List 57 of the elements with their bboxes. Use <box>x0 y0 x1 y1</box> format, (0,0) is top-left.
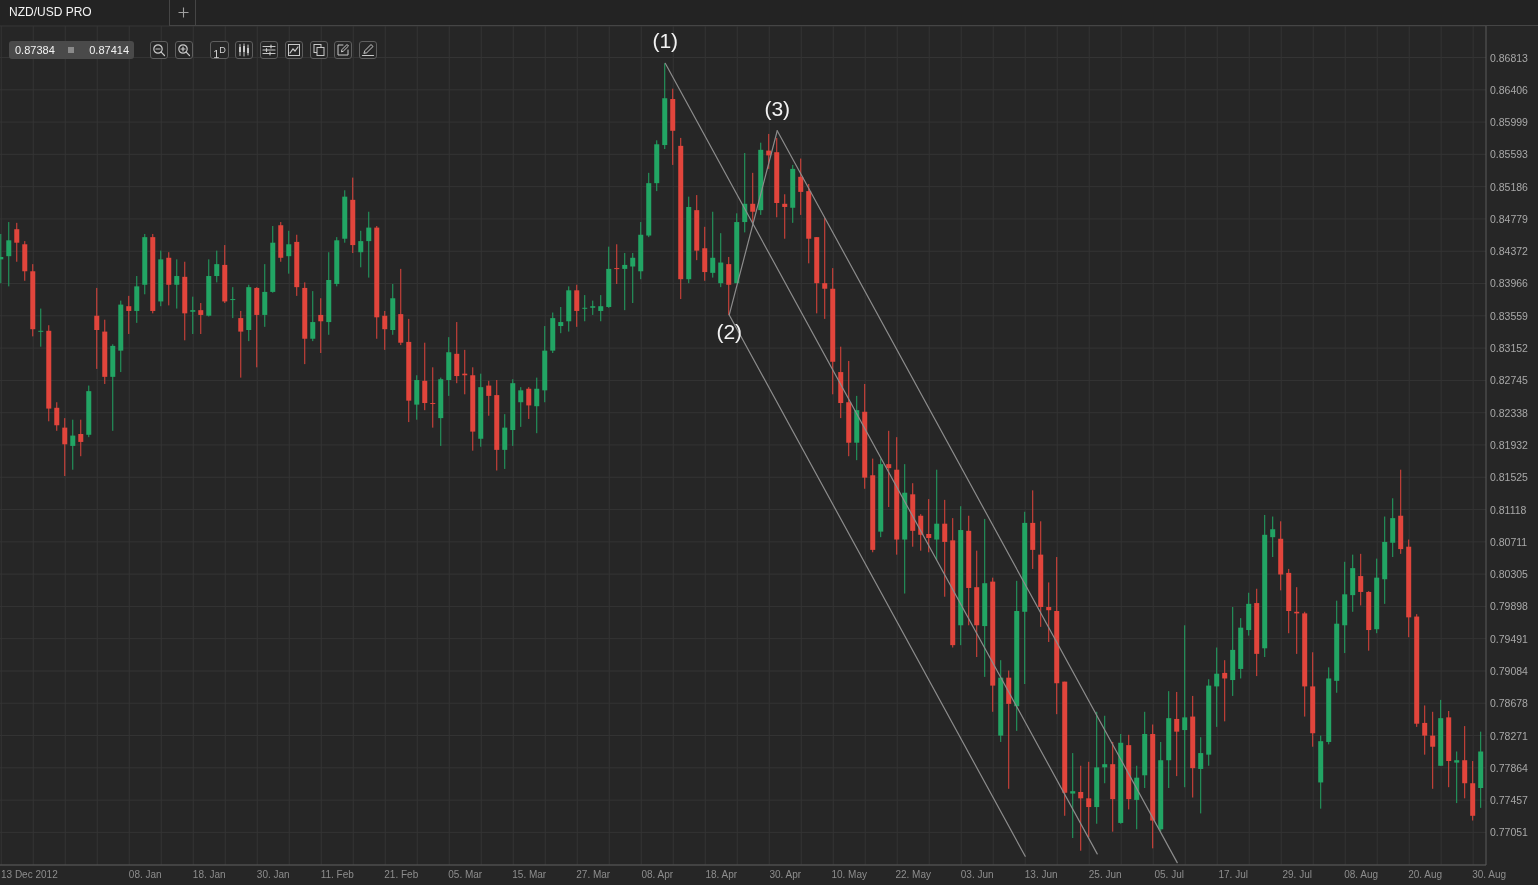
y-tick-label: 0.83152 <box>1490 342 1529 355</box>
x-tick-label: 08. Jan <box>128 869 162 880</box>
y-tick-label: 0.83559 <box>1490 309 1529 322</box>
x-tick-label: 29. Jul <box>1282 869 1312 880</box>
y-tick-label: 0.85999 <box>1490 116 1529 129</box>
x-tick-label: 15. Mar <box>512 869 547 880</box>
y-tick-label: 0.81118 <box>1490 503 1527 516</box>
y-tick-label: 0.79491 <box>1490 632 1529 645</box>
y-tick-label: 0.82745 <box>1490 374 1529 387</box>
x-tick-label: 03. Jun <box>960 869 994 880</box>
y-tick-label: 0.86813 <box>1490 51 1529 64</box>
x-tick-label: 18. Apr <box>705 869 738 880</box>
x-tick-label: 21. Feb <box>384 869 419 880</box>
x-tick-label: 30. Jan <box>256 869 290 880</box>
y-tick-label: 0.80711 <box>1490 535 1528 548</box>
text: 13 Dec 2012 <box>1 869 58 881</box>
annotation: 0.87414 <box>89 43 129 58</box>
x-tick-label: 25. Jun <box>1088 869 1122 880</box>
period-button: 1$^{D}$ <box>210 41 229 59</box>
x-tick-label: 05. Mar <box>448 869 483 880</box>
y-tick-label: 0.79898 <box>1490 600 1529 613</box>
x-tick-label: 22. May <box>895 869 932 880</box>
x-tick-label: 27. Mar <box>576 869 611 880</box>
y-tick-label: 0.79084 <box>1490 665 1529 678</box>
x-tick-label: 13. Jun <box>1024 869 1058 880</box>
price-box: 0.87384 0.87414 <box>9 41 134 59</box>
x-tick-label: 30. Apr <box>769 869 802 880</box>
x-tick-label: 10. May <box>831 869 868 880</box>
x-tick-label: 08. Apr <box>641 869 674 880</box>
x-tick-label: 17. Jul <box>1218 869 1248 880</box>
y-tick-label: 0.84372 <box>1490 245 1529 258</box>
y-tick-label: 0.86406 <box>1490 83 1529 96</box>
y-tick-label: 0.77051 <box>1490 826 1529 839</box>
annotation: (3) <box>763 95 792 122</box>
y-tick-label: 0.77457 <box>1490 794 1529 807</box>
annotation: 0.87384 <box>15 43 55 58</box>
y-tick-label: 0.80305 <box>1490 568 1529 581</box>
annotation: (2) <box>715 318 744 345</box>
x-tick-label: 08. Aug <box>1344 869 1379 880</box>
y-tick-label: 0.85593 <box>1490 148 1529 161</box>
y-tick-label: 0.82338 <box>1490 406 1529 419</box>
y-tick-label: 0.85186 <box>1490 180 1529 193</box>
y-tick-label: 0.81932 <box>1490 438 1529 451</box>
chart-title: NZD/USD PRO <box>9 4 92 21</box>
y-tick-label: 0.78271 <box>1490 729 1529 742</box>
y-tick-label: 0.78678 <box>1490 697 1529 710</box>
x-tick-label: 11. Feb <box>320 869 355 880</box>
y-tick-label: 0.81525 <box>1490 471 1529 484</box>
x-tick-label: 05. Jul <box>1154 869 1184 880</box>
x-tick-label: 20. Aug <box>1408 869 1443 880</box>
annotation: (1) <box>651 28 680 55</box>
x-tick-label: 18. Jan <box>192 869 226 880</box>
annotation: 1$^{D}$ <box>213 45 226 60</box>
y-tick-label: 0.77864 <box>1490 761 1529 774</box>
x-tick-label: 30. Aug <box>1472 869 1507 880</box>
y-tick-label: 0.84779 <box>1490 212 1529 225</box>
y-tick-label: 0.83966 <box>1490 277 1529 290</box>
